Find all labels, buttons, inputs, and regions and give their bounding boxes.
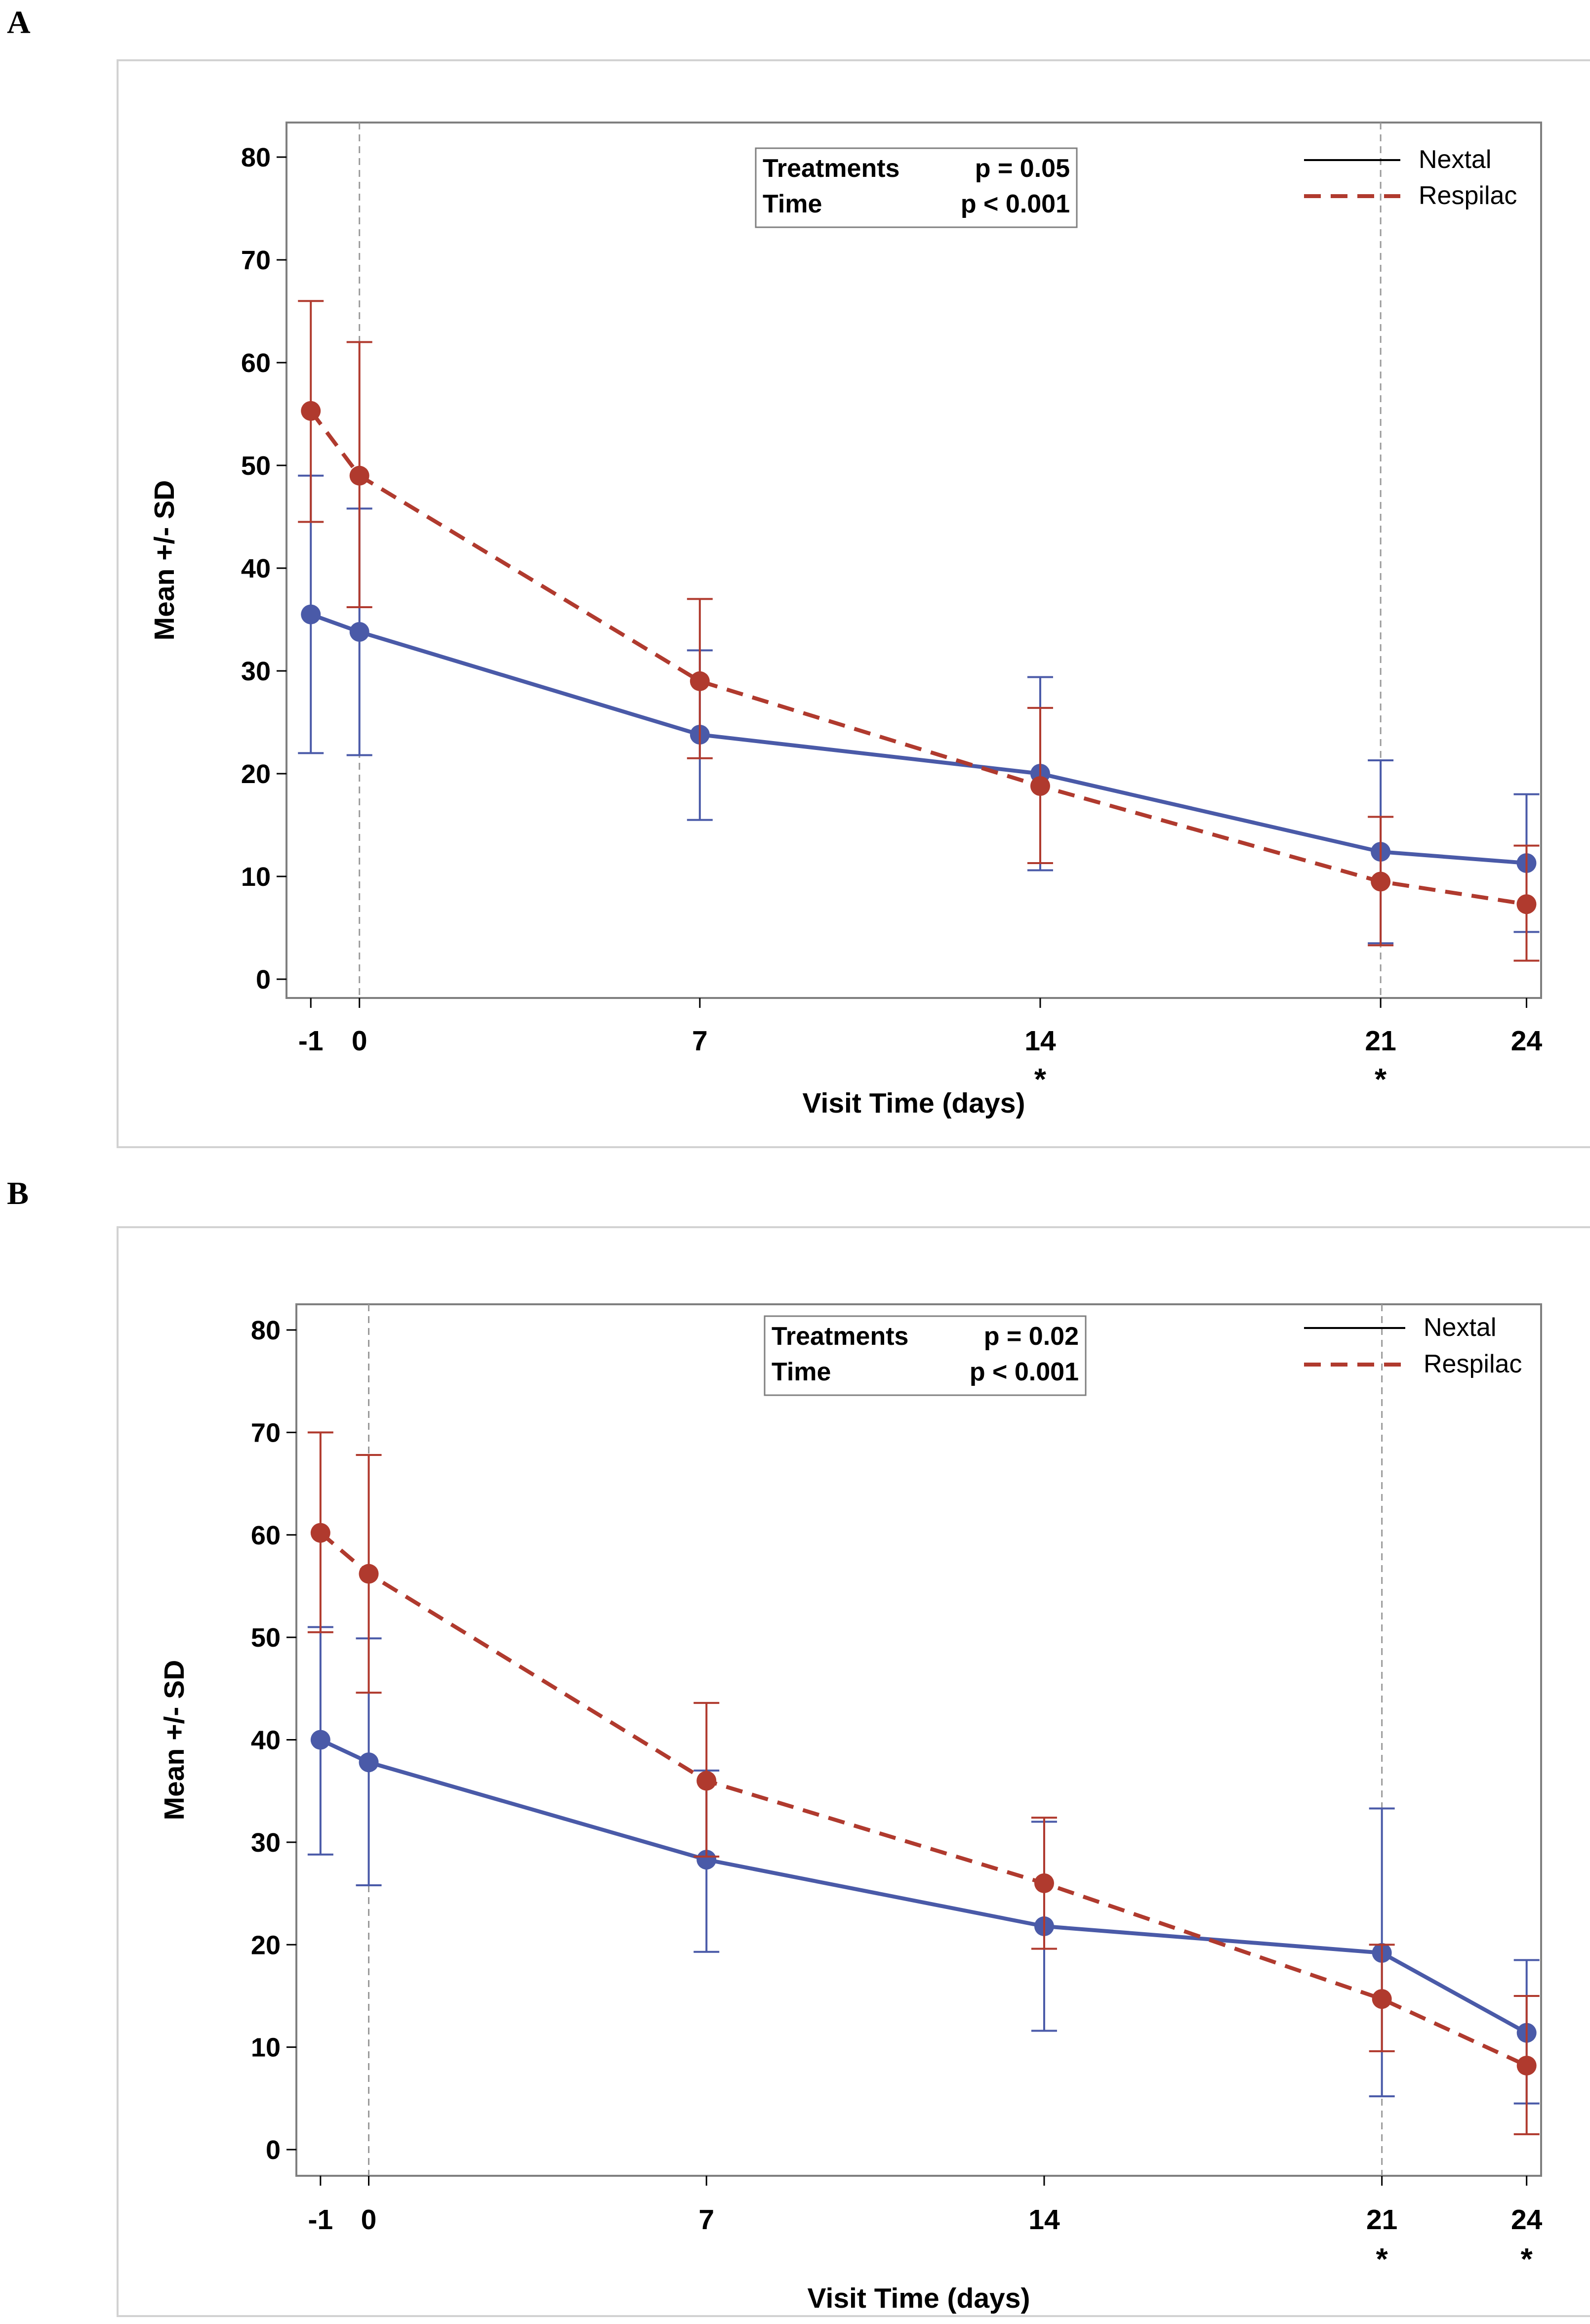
x-tick-label: -1	[308, 2204, 333, 2236]
plot-area-border	[285, 122, 1542, 999]
panel-frame	[117, 59, 1590, 1148]
y-tick-label: 40	[241, 554, 271, 583]
series-nextal	[307, 1626, 1540, 2105]
nextal-point	[696, 1850, 717, 1870]
respilac-point	[1516, 2055, 1537, 2075]
series-respilac	[307, 1431, 1540, 2135]
x-axis-label: Visit Time (days)	[803, 1087, 1025, 1119]
stats-box	[755, 147, 1078, 228]
respilac-point	[359, 1564, 379, 1584]
stats-value: p = 0.05	[975, 154, 1070, 183]
x-tick-label: 0	[352, 1025, 367, 1057]
x-tick-label: 7	[692, 1025, 708, 1057]
chart-a: 0 10 20 30 40 50 60 70 80 -1 0 7 14 21 24 * * Visit Time …	[117, 59, 1590, 1148]
y-tick-label: 40	[251, 1726, 281, 1755]
stats-label: Treatments	[772, 1322, 908, 1351]
significance-star: *	[1034, 1063, 1047, 1097]
stats-value: p < 0.001	[961, 190, 1070, 218]
legend-label-respilac: Respilac	[1424, 1350, 1522, 1378]
respilac-point	[1034, 1873, 1054, 1893]
respilac-point	[1371, 872, 1391, 892]
respilac-point	[310, 1523, 330, 1543]
plot-area-border	[295, 1303, 1542, 2177]
y-tick-label: 0	[256, 965, 271, 995]
significance-star: *	[1376, 2242, 1388, 2277]
respilac-point	[690, 671, 710, 691]
series-respilac	[298, 300, 1540, 962]
panel-frame	[117, 1226, 1590, 2317]
respilac-point	[696, 1771, 717, 1791]
stats-label: Time	[763, 190, 822, 218]
legend-label-respilac: Respilac	[1419, 181, 1517, 210]
x-tick-label: 24	[1511, 1025, 1543, 1057]
nextal-point	[310, 1730, 330, 1750]
x-tick-label: -1	[298, 1025, 324, 1057]
y-tick-label: 10	[251, 2033, 281, 2063]
significance-star: *	[1521, 2242, 1533, 2277]
respilac-point	[1516, 894, 1537, 914]
nextal-point	[349, 622, 369, 642]
x-tick-label: 14	[1024, 1025, 1056, 1057]
chart-b: 0 10 20 30 40 50 60 70 80 -1 0 7 14 21 24 * * Visit Time …	[117, 1226, 1590, 2317]
respilac-point	[349, 465, 369, 486]
y-tick-label: 20	[251, 1930, 281, 1960]
nextal-point	[301, 604, 321, 624]
stats-box	[764, 1315, 1087, 1396]
stats-label: Time	[772, 1358, 831, 1386]
legend-label-nextal: Nextal	[1424, 1313, 1496, 1342]
y-tick-label: 70	[241, 246, 271, 275]
y-axis-label: Mean +/- SD	[149, 480, 180, 641]
nextal-line	[310, 612, 1527, 865]
y-tick-label: 50	[251, 1623, 281, 1653]
y-tick-label: 80	[241, 143, 271, 172]
x-tick-label: 21	[1365, 1025, 1396, 1057]
x-tick-label: 14	[1028, 2204, 1060, 2236]
x-tick-label: 0	[361, 2204, 377, 2236]
respilac-point	[1372, 1989, 1392, 2009]
x-tick-label: 21	[1366, 2204, 1397, 2236]
nextal-point	[359, 1752, 379, 1773]
y-tick-label: 20	[241, 759, 271, 789]
legend-label-nextal: Nextal	[1419, 145, 1491, 174]
y-tick-label: 80	[251, 1316, 281, 1345]
stats-value: p < 0.001	[970, 1358, 1079, 1386]
y-tick-label: 30	[241, 657, 271, 686]
y-tick-label: 60	[251, 1521, 281, 1550]
y-tick-label: 60	[241, 348, 271, 378]
respilac-point	[1030, 776, 1050, 796]
significance-star: *	[1375, 1063, 1387, 1097]
respilac-line	[309, 410, 1527, 907]
y-tick-label: 30	[251, 1828, 281, 1858]
y-axis-label: Mean +/- SD	[159, 1660, 190, 1821]
y-tick-label: 0	[266, 2135, 281, 2165]
panel-a-letter: A	[7, 4, 31, 41]
panel-b-letter: B	[7, 1175, 29, 1211]
stats-label: Treatments	[763, 154, 899, 183]
nextal-line	[320, 1738, 1528, 2035]
x-tick-label: 7	[698, 2204, 714, 2236]
x-tick-label: 24	[1511, 2204, 1543, 2236]
y-tick-label: 70	[251, 1418, 281, 1448]
x-axis-label: Visit Time (days)	[808, 2282, 1030, 2314]
stats-value: p = 0.02	[984, 1322, 1079, 1351]
y-tick-label: 50	[241, 451, 271, 481]
y-tick-label: 10	[241, 862, 271, 892]
respilac-point	[301, 401, 321, 421]
